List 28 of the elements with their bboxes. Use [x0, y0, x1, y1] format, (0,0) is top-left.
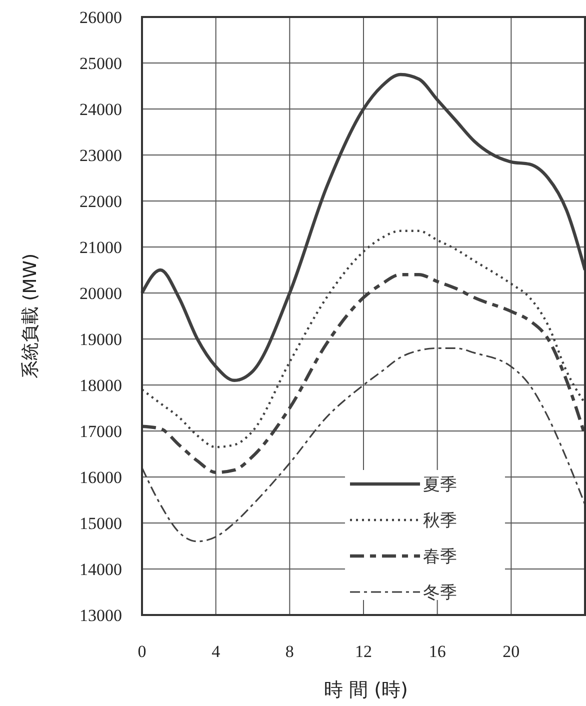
y-tick-label: 16000 — [80, 468, 122, 487]
legend-label: 夏季 — [423, 474, 457, 495]
x-tick-label: 4 — [212, 642, 221, 661]
legend-label: 冬季 — [423, 582, 457, 603]
y-tick-label: 25000 — [80, 54, 122, 73]
y-tick-label: 24000 — [80, 100, 122, 119]
y-tick-label: 13000 — [80, 606, 122, 625]
line-series — [140, 72, 586, 382]
x-tick-label: 20 — [502, 642, 520, 661]
y-tick-label: 14000 — [80, 560, 122, 579]
legend-label: 春季 — [423, 546, 457, 567]
y-tick-label: 18000 — [80, 376, 122, 395]
y-tick-label: 19000 — [80, 330, 122, 349]
y-axis-title: 系統負載 (MW) — [20, 253, 41, 379]
y-tick-label: 26000 — [80, 8, 122, 27]
legend-label: 秋季 — [423, 510, 457, 531]
line-series — [141, 347, 586, 542]
y-tick-label: 20000 — [80, 284, 122, 303]
x-tick-label: 16 — [428, 642, 446, 661]
x-tick-label: 0 — [138, 642, 146, 661]
y-tick-label: 23000 — [80, 146, 122, 165]
y-tick-label: 22000 — [80, 192, 122, 211]
y-tick-label: 21000 — [80, 238, 122, 257]
x-axis-title: 時 間 (時) — [324, 679, 408, 701]
x-tick-label: 12 — [355, 642, 372, 661]
x-tick-label: 8 — [285, 642, 294, 661]
y-tick-label: 17000 — [80, 422, 122, 441]
y-tick-label: 15000 — [80, 514, 122, 533]
